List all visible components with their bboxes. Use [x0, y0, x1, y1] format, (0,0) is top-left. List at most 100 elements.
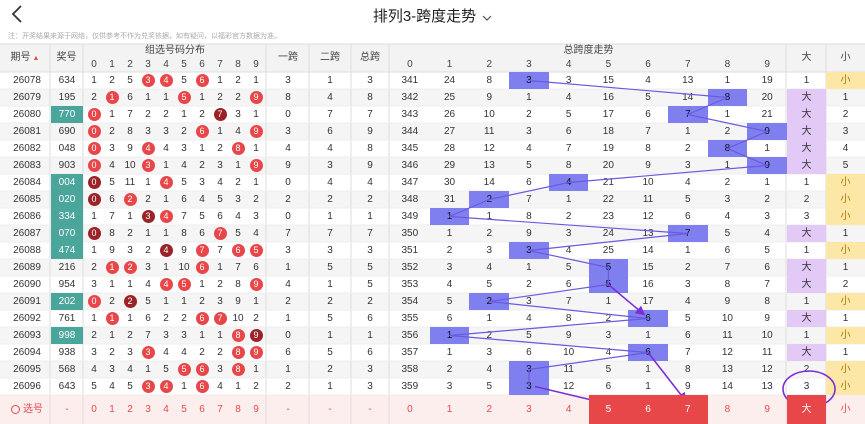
select-small[interactable]: 小 [840, 403, 851, 415]
dist-cell: 7 [109, 210, 115, 222]
select-dist-digit[interactable]: 7 [217, 403, 223, 415]
dist-cell: 5 [109, 176, 115, 188]
trend-cell: 5 [684, 193, 691, 205]
select-trend-digit[interactable]: 3 [526, 403, 532, 415]
radio-icon[interactable] [11, 405, 20, 414]
dist-cell: 8 [109, 227, 115, 239]
trend-cell: 1 [684, 244, 691, 256]
select-trend-digit[interactable]: 5 [588, 395, 629, 424]
select-dist-digit[interactable]: 4 [163, 403, 169, 415]
trend-cell: 4 [764, 227, 770, 239]
trend-cell: 27 [443, 125, 456, 137]
select-dist-digit[interactable]: 5 [181, 403, 187, 415]
trend-cell: 8 [764, 295, 770, 307]
select-dist-digit[interactable]: 1 [109, 403, 115, 415]
trend-cell: 22 [602, 193, 614, 205]
select-dist-digit[interactable]: 2 [127, 403, 133, 415]
hit-ball: 0 [87, 159, 101, 172]
row-total-span: 8 [367, 142, 373, 154]
trend-cell: 2 [526, 108, 532, 120]
row-big: 1 [803, 176, 810, 188]
row-total-span: 3 [367, 380, 373, 392]
trend-cell: 5 [565, 261, 572, 273]
dist-cell: 2 [127, 227, 133, 239]
select-trend-digit[interactable]: 7 [667, 395, 708, 424]
column-header-span-trend: 总跨度走势 [563, 45, 614, 56]
select-trend-digit[interactable]: 9 [764, 403, 770, 415]
trend-cell: 8 [565, 159, 572, 171]
dist-cell: 4 [181, 346, 187, 358]
dist-cell: 0 [85, 225, 103, 242]
dist-cell: 8 [235, 278, 241, 290]
column-header-total-span: 总跨 [360, 52, 380, 63]
page-title[interactable]: 排列3-跨度走势 [0, 5, 865, 26]
select-big[interactable]: 大 [787, 395, 826, 424]
dist-cell: 6 [193, 123, 211, 140]
column-header-trend-digit: 2 [486, 59, 493, 70]
column-header-small: 小 [840, 52, 851, 63]
trend-hit-cell: 8 [707, 89, 748, 106]
row-two-span: 2 [327, 295, 333, 307]
select-trend-digit[interactable]: 4 [565, 403, 572, 415]
dist-cell: 5 [91, 380, 97, 392]
select-trend-digit[interactable]: 2 [486, 403, 493, 415]
select-dist-digit[interactable]: 9 [253, 403, 259, 415]
trend-cell: 9 [645, 159, 651, 171]
dist-cell: 1 [253, 295, 259, 307]
hit-ball: 9 [249, 91, 263, 104]
dist-cell: 7 [211, 225, 229, 242]
trend-hit-cell: 9 [747, 123, 787, 140]
row-big: 2 [803, 193, 810, 205]
dist-cell: 3 [235, 193, 241, 205]
dist-cell: 4 [157, 276, 175, 293]
trend-cell: 13 [682, 74, 694, 86]
dist-cell: 5 [181, 74, 187, 86]
dist-cell: 2 [181, 312, 187, 324]
trend-hit-cell: 6 [628, 310, 668, 327]
dist-cell: 0 [85, 174, 103, 191]
trend-cell: 1 [526, 261, 532, 273]
trend-cell: 7 [684, 346, 691, 358]
trend-hit-cell: 2 [469, 191, 510, 208]
dist-cell: 2 [253, 193, 259, 205]
dist-cell: 2 [235, 176, 241, 188]
dist-cell: 9 [247, 344, 265, 361]
row-award: 770 [51, 106, 83, 123]
trend-cell: 8 [724, 278, 731, 290]
select-trend-digit[interactable]: 6 [628, 395, 668, 424]
trend-cell: 4 [486, 261, 493, 273]
hit-ball: 9 [249, 125, 263, 138]
row-award: 020 [51, 191, 83, 208]
select-dist-digit[interactable]: 6 [199, 403, 205, 415]
dist-cell: 2 [121, 293, 139, 310]
trend-cell: 10 [563, 346, 575, 358]
column-header-dist-digit: 8 [235, 59, 241, 70]
row-big: 大 [787, 225, 826, 242]
row-one-span: 2 [285, 193, 291, 205]
dist-cell: 8 [229, 140, 247, 157]
select-trend-digit[interactable]: 1 [446, 403, 453, 415]
trend-cell: 26 [443, 108, 456, 120]
select-dist-digit[interactable]: 0 [91, 403, 97, 415]
page-title-text: 排列3-跨度走势 [372, 8, 477, 25]
column-header-trend-digit: 0 [407, 59, 413, 70]
column-header-dist-digit: 5 [181, 59, 187, 70]
trend-cell: 1 [764, 176, 770, 188]
select-trend-digit[interactable]: 8 [724, 403, 731, 415]
dist-cell: 1 [253, 142, 259, 154]
dist-cell: 9 [247, 89, 265, 106]
select-trend-digit[interactable]: 0 [407, 403, 413, 415]
hit-ball: 2 [123, 295, 137, 308]
column-header-issue[interactable]: 期号 ▲ [10, 52, 40, 63]
row-issue: 26087 [13, 227, 41, 239]
trend-cell: 6 [684, 329, 691, 341]
select-dist-digit[interactable]: 3 [145, 403, 151, 415]
trend-cell: 4 [565, 91, 572, 103]
select-dist-digit[interactable]: 8 [235, 403, 241, 415]
trend-hit-cell: 3 [509, 72, 549, 89]
row-small: 1 [842, 312, 849, 324]
select-label-text: 选号 [23, 403, 43, 415]
back-button[interactable] [8, 2, 28, 26]
select-award: - [65, 403, 69, 415]
dist-cell: 5 [127, 74, 133, 86]
